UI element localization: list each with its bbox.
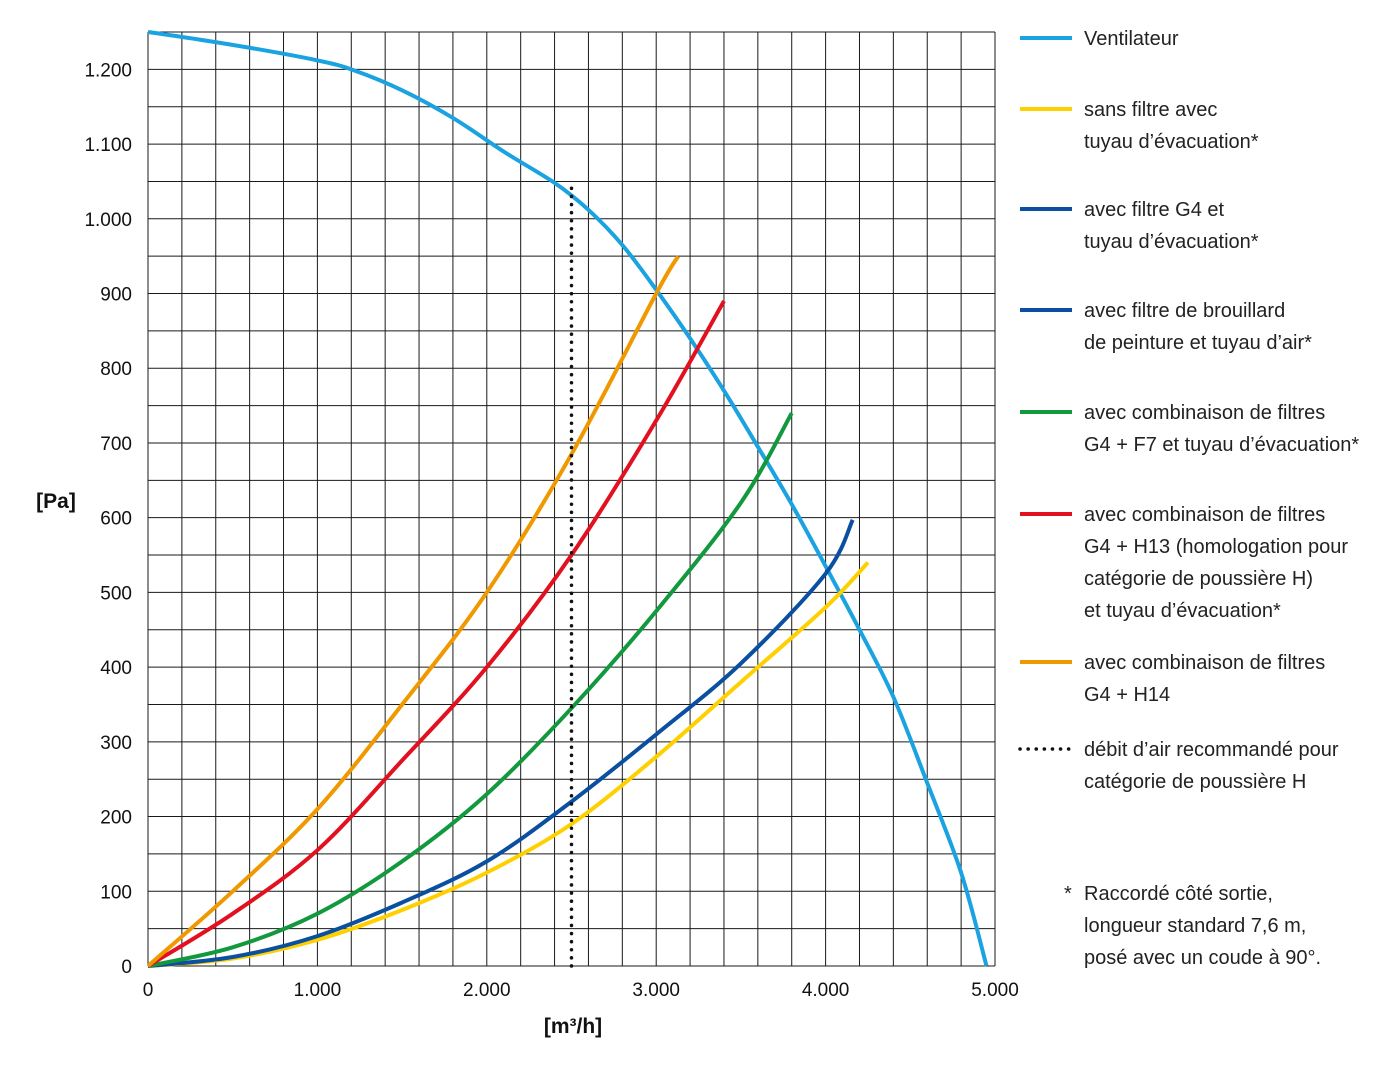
y-tick-label: 400 bbox=[100, 658, 132, 679]
series-line-4 bbox=[147, 412, 794, 968]
y-tick-label: 200 bbox=[100, 808, 132, 829]
x-axis-label: [m³/h] bbox=[544, 1015, 602, 1038]
legend-label-0: Ventilateur bbox=[1084, 28, 1179, 50]
y-tick-label: 1.000 bbox=[84, 210, 132, 231]
x-tick-label: 0 bbox=[143, 980, 154, 1001]
legend-label-5: avec combinaison de filtres bbox=[1084, 504, 1325, 526]
footnote-marker: * bbox=[1064, 883, 1072, 905]
legend-label-5: catégorie de poussière H) bbox=[1084, 568, 1313, 590]
legend-label-7: catégorie de poussière H bbox=[1084, 771, 1306, 793]
legend-label-4: avec combinaison de filtres bbox=[1084, 402, 1325, 424]
y-tick-label: 100 bbox=[100, 882, 132, 903]
series-layer bbox=[146, 30, 989, 968]
footnote: * Raccordé côté sortie, longueur standar… bbox=[1064, 883, 1321, 969]
legend-label-6: avec combinaison de filtres bbox=[1084, 652, 1325, 674]
y-axis-label: [Pa] bbox=[36, 490, 76, 513]
legend-label-4: G4 + F7 et tuyau d’évacuation* bbox=[1084, 434, 1359, 456]
footnote-line: Raccordé côté sortie, bbox=[1084, 883, 1273, 905]
footnote-line: posé avec un coude à 90°. bbox=[1084, 947, 1321, 969]
legend-label-6: G4 + H14 bbox=[1084, 684, 1170, 706]
y-tick-label: 300 bbox=[100, 733, 132, 754]
x-tick-label: 2.000 bbox=[463, 980, 511, 1001]
legend: Ventilateur sans filtre avec tuyau d’évacu… bbox=[1018, 28, 1359, 793]
y-tick-label: 700 bbox=[100, 434, 132, 455]
y-tick-label: 600 bbox=[100, 509, 132, 530]
x-tick-label: 1.000 bbox=[294, 980, 342, 1001]
legend-label-5: et tuyau d’évacuation* bbox=[1084, 600, 1281, 622]
y-tick-label: 900 bbox=[100, 285, 132, 306]
y-tick-label: 500 bbox=[100, 583, 132, 604]
series-line-6 bbox=[146, 255, 680, 968]
series-line-5 bbox=[146, 300, 726, 968]
x-tick-label: 4.000 bbox=[802, 980, 850, 1001]
y-tick-label: 800 bbox=[100, 359, 132, 380]
y-tick-label: 1.200 bbox=[84, 60, 132, 81]
legend-label-3: de peinture et tuyau d’air* bbox=[1084, 332, 1312, 354]
series-line-1 bbox=[147, 561, 870, 968]
legend-label-1: tuyau d’évacuation* bbox=[1084, 131, 1259, 153]
legend-label-5: G4 + H13 (homologation pour bbox=[1084, 536, 1348, 558]
x-tick-label: 3.000 bbox=[632, 980, 680, 1001]
legend-label-1: sans filtre avec bbox=[1084, 99, 1217, 121]
series-line-2 bbox=[147, 519, 855, 968]
legend-label-3: avec filtre de brouillard bbox=[1084, 300, 1285, 322]
legend-label-2: tuyau d’évacuation* bbox=[1084, 231, 1259, 253]
y-tick-label: 1.100 bbox=[84, 135, 132, 156]
y-tick-label: 0 bbox=[121, 957, 132, 978]
tick-labels: 0 1.000 2.000 3.000 4.000 5.000 0 100 200 300 400 5… bbox=[84, 60, 1018, 1001]
legend-label-2: avec filtre G4 et bbox=[1084, 199, 1225, 221]
x-tick-label: 5.000 bbox=[971, 980, 1019, 1001]
footnote-line: longueur standard 7,6 m, bbox=[1084, 915, 1306, 937]
legend-label-7: débit d’air recommandé pour bbox=[1084, 739, 1339, 761]
